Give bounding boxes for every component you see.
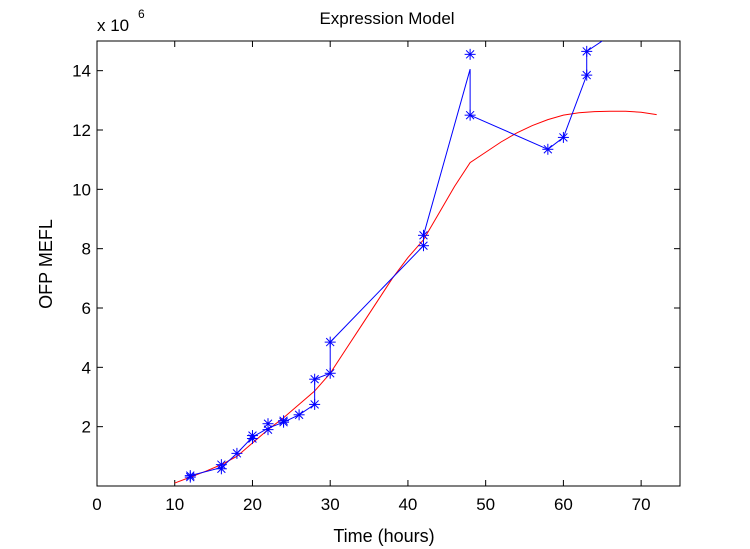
- y-tick-label: 14: [72, 62, 91, 81]
- y-tick-label: 10: [72, 180, 91, 199]
- data-point-marker: [309, 373, 321, 385]
- x-tick-label: 30: [321, 495, 340, 514]
- x-tick-label: 60: [554, 495, 573, 514]
- chart-title: Expression Model: [319, 9, 454, 28]
- y-tick-label: 2: [82, 418, 91, 437]
- x-axis-label: Time (hours): [333, 526, 434, 546]
- data-point-marker: [417, 240, 429, 252]
- y-tick-label: 8: [82, 240, 91, 259]
- plot-area-frame: [96, 40, 681, 487]
- data-point-marker: [184, 471, 196, 483]
- x-tick-label: 70: [632, 495, 651, 514]
- data-point-marker: [464, 109, 476, 121]
- x-tick-label: 10: [165, 495, 184, 514]
- x-tick-label: 0: [92, 495, 101, 514]
- y-exponent-label: x 10: [97, 16, 129, 35]
- data-point-marker: [215, 463, 227, 475]
- x-tick-label: 40: [398, 495, 417, 514]
- data-point-marker: [324, 336, 336, 348]
- y-axis-label: OFP MEFL: [36, 219, 56, 309]
- x-tick-label: 50: [476, 495, 495, 514]
- data-point-marker: [262, 424, 274, 436]
- data-point-marker: [231, 447, 243, 459]
- data-point-marker: [246, 433, 258, 445]
- data-point-marker: [464, 48, 476, 60]
- data-point-marker: [293, 409, 305, 421]
- data-point-marker: [417, 229, 429, 241]
- data-point-marker: [581, 69, 593, 81]
- y-tick-label: 4: [82, 358, 91, 377]
- model-curve-line: [174, 110, 657, 484]
- data-point-marker: [324, 367, 336, 379]
- y-tick-label: 6: [82, 299, 91, 318]
- data-point-marker: [542, 143, 554, 155]
- data-point-marker: [278, 416, 290, 428]
- data-point-marker: [581, 45, 593, 57]
- x-tick-label: 20: [243, 495, 262, 514]
- y-exponent-power: 6: [138, 7, 145, 21]
- data-point-marker: [557, 131, 569, 143]
- y-tick-label: 12: [72, 121, 91, 140]
- data-point-marker: [309, 398, 321, 410]
- observed-data-line: [190, 41, 603, 477]
